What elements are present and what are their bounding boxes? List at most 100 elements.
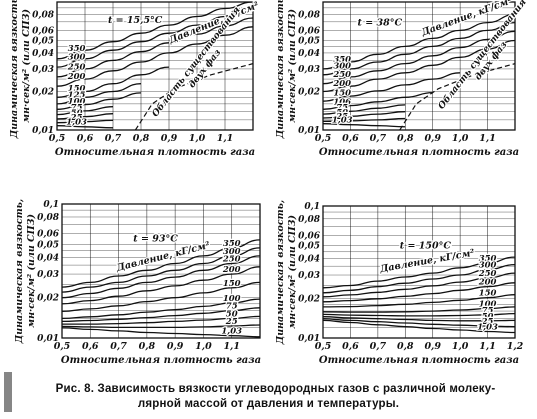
series-line-150 [57, 66, 170, 98]
plot-frame [322, 1, 516, 131]
y-tick-label: 0,05 [37, 240, 59, 250]
y-tick-label: 0,02 [298, 87, 320, 97]
curve-label-200: 200 [67, 72, 86, 82]
curve-label-200: 200 [222, 265, 241, 275]
curve-label-50: 50 [482, 312, 494, 322]
curve-label-150: 150 [223, 279, 241, 289]
curve-label-50: 50 [226, 309, 238, 319]
series-line-250 [323, 30, 515, 85]
y-tick-label: 0,01 [37, 334, 59, 344]
series-group [57, 2, 253, 130]
curve-label-100: 100 [479, 300, 497, 310]
y-tick-label: 0,05 [32, 37, 54, 47]
curve-label-350: 350 [68, 44, 86, 54]
temperature-label: t = 93°C [133, 233, 178, 244]
series-line-50 [62, 315, 260, 325]
curve-label-250: 250 [478, 269, 497, 279]
series-group [323, 256, 515, 334]
series-line-200 [62, 266, 260, 305]
curve-label-350: 350 [333, 55, 351, 65]
series-line-125 [57, 83, 142, 105]
x-tick-label: 0,7 [105, 133, 122, 144]
series-line-200 [323, 39, 515, 93]
series-line-1-03 [323, 319, 515, 334]
series-line-1-03 [62, 327, 260, 338]
series-line-300 [323, 263, 515, 294]
x-tick-label: 0,8 [133, 133, 150, 144]
y-tick-label: 0,01 [32, 126, 54, 136]
y-tick-label: 0,01 [298, 126, 320, 136]
x-tick-label: 0,6 [342, 133, 359, 144]
series-line-350 [57, 2, 253, 60]
scan-margin-mark [4, 372, 12, 412]
temperature-label: t = 38°C [358, 17, 403, 28]
y-tick-label: 0,02 [32, 87, 54, 97]
y-tick-label: 0,1 [43, 200, 59, 210]
series-line-300 [323, 21, 515, 76]
curve-label-1-03: 1,03 [221, 327, 242, 337]
temperature-label: t = 150°C [400, 240, 452, 251]
series-line-250 [323, 272, 515, 298]
two-phase-boundary [134, 63, 253, 130]
curve-label-250: 250 [67, 62, 86, 72]
series-line-106 [323, 91, 433, 110]
y-tick-label: 0,01 [298, 334, 320, 344]
series-line-25 [323, 117, 406, 122]
figure-caption: Рис. 8. Зависимость вязкости углеводород… [0, 382, 537, 412]
curve-label-300: 300 [223, 247, 241, 257]
y-tick-label: 0,08 [37, 213, 60, 223]
curve-label-350: 350 [479, 254, 497, 264]
curve-label-100: 100 [68, 97, 86, 107]
y-tick-label: 0,03 [298, 65, 320, 75]
curve-label-350: 350 [223, 239, 241, 249]
y-axis-title-line-2: мн·сек/м² (или СПЗ) [287, 215, 298, 329]
caption-label: Рис. 8. [55, 383, 95, 395]
x-tick-label: 1,0 [195, 341, 212, 352]
series-line-1-03 [57, 125, 114, 129]
y-tick-label: 0,08 [298, 215, 321, 225]
curve-label-25: 25 [225, 317, 238, 327]
x-tick-label: 1,1 [223, 341, 240, 352]
series-line-50 [323, 316, 515, 322]
chart-panel-top-left: 0,5 0,6 0,7 0,8 0,9 1,0 1,1 0,01 0,02 0,03 0,04 0,0… [9, 0, 262, 158]
x-tick-label: 0,8 [397, 341, 414, 352]
y-axis-title: Динамическая вязкость, мн·сек/м² (или СПЗ… [275, 0, 298, 139]
x-tick-label: 0,9 [161, 133, 178, 144]
curve-label-125: 125 [68, 90, 86, 100]
x-tick-label: 0,5 [315, 341, 332, 352]
curve-label-1-03: 1,03 [66, 117, 87, 127]
two-phase-boundary [399, 63, 515, 130]
series-line-75 [323, 312, 515, 317]
chart-panel-bottom-left: 0,5 0,6 0,7 0,8 0,9 1,0 1,1 0,01 0,02 0,03 0,04 0,0… [14, 199, 261, 366]
x-tick-label: 1,0 [452, 341, 469, 352]
series-line-250 [57, 17, 253, 78]
chart-panel-top-right: 0,5 0,6 0,7 0,8 0,9 1,0 1,1 0,01 0,02 0,03 0,04 0,0… [275, 0, 530, 158]
x-tick-label: 1,1 [479, 133, 496, 144]
curve-label-100: 100 [223, 294, 241, 304]
series-line-100 [57, 92, 142, 110]
series-line-150 [323, 72, 461, 102]
x-tick-label: 0,6 [342, 341, 359, 352]
x-tick-label: 0,5 [54, 341, 71, 352]
series-line-150 [323, 294, 515, 308]
y-axis-title: Динамическая вязкость, мн·сек/м² (или СПЗ… [14, 199, 37, 345]
y-axis-title: Динамическая вязкость, мн·сек/м² (или СПЗ… [9, 0, 32, 139]
curve-label-75: 75 [482, 306, 494, 316]
curve-label-300: 300 [68, 52, 86, 62]
y-axis-title-line-2: мн·сек/м² (или СПЗ) [21, 9, 32, 123]
x-tick-label: 0,5 [49, 133, 66, 144]
x-tick-label: 0,5 [315, 133, 332, 144]
curve-label-75: 75 [336, 103, 348, 113]
x-tick-label: 0,9 [424, 133, 441, 144]
y-tick-label: 0,05 [298, 37, 320, 47]
series-line-350 [323, 256, 515, 289]
caption-line-1: Рис. 8. Зависимость вязкости углеводород… [0, 382, 537, 397]
y-tick-label: 0,06 [32, 26, 55, 36]
curve-label-150: 150 [68, 84, 86, 94]
y-tick-label: 0,1 [304, 202, 320, 212]
x-tick-label: 0,6 [82, 341, 99, 352]
series-line-200 [57, 26, 253, 87]
y-tick-label: 0,08 [298, 10, 321, 20]
caption-line-2: лярной массой от давления и температуры. [137, 398, 400, 410]
y-tick-label: 0,03 [298, 271, 320, 281]
